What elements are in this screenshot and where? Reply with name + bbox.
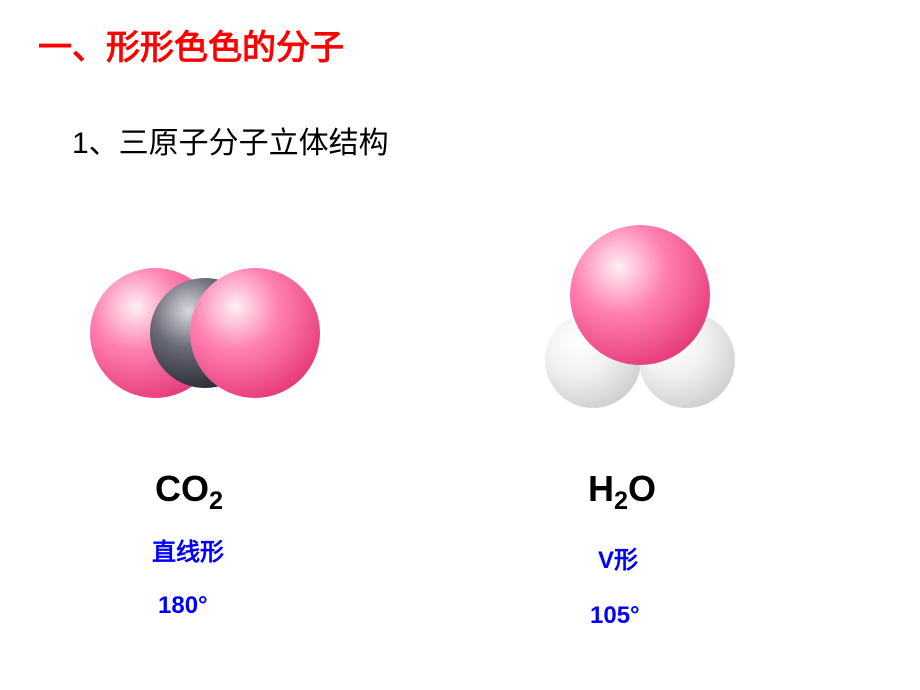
co2-angle-label: 180° (158, 592, 208, 620)
h2o-shape-label: V形 (598, 540, 638, 575)
co2-shape-label: 直线形 (152, 532, 224, 567)
subsection-title: 1、三原子分子立体结构 (72, 118, 389, 162)
h2o-molecule-panel (520, 210, 760, 428)
co2-molecule-panel (60, 248, 350, 418)
co2-formula: CO2 (155, 468, 223, 516)
h2o-molecule-svg (520, 210, 760, 428)
h2o-atom-oxygen (570, 225, 710, 365)
h2o-formula: H2O (588, 468, 656, 516)
h2o-angle-label: 105° (590, 602, 640, 630)
co2-atom-oxygen (190, 268, 320, 398)
section-title: 一、形形色色的分子 (38, 20, 344, 69)
co2-molecule-svg (60, 248, 350, 418)
